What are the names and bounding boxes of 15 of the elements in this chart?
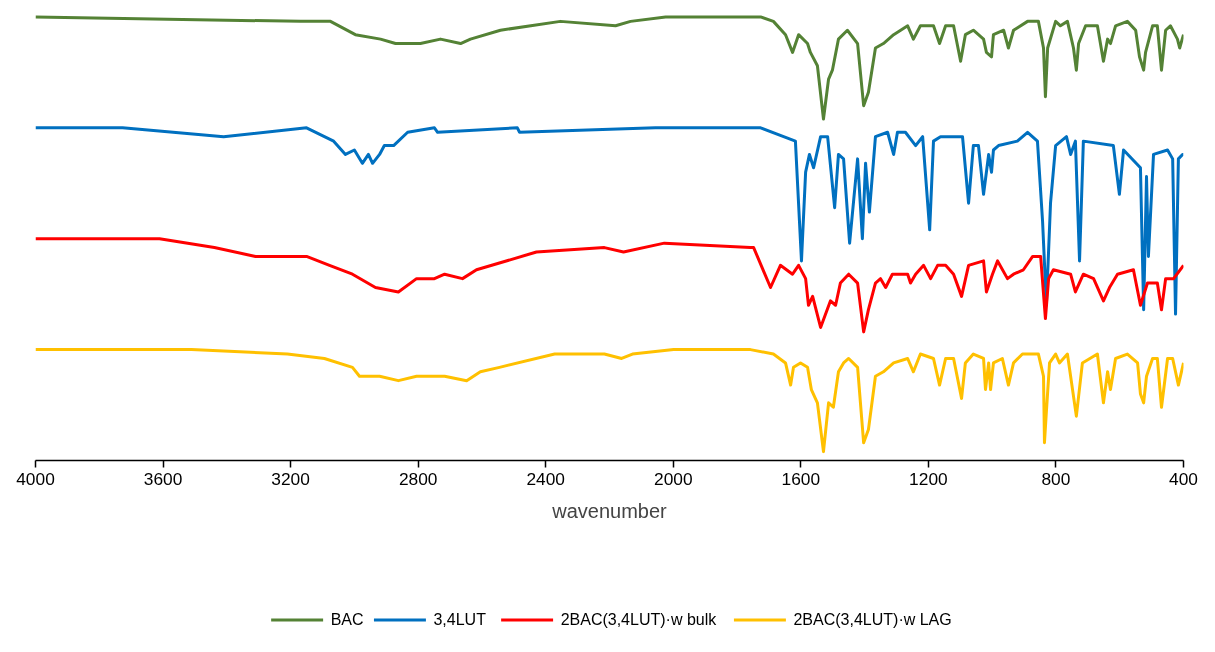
x-tick-label: 3200 <box>271 468 310 489</box>
x-tick-label: 2400 <box>526 468 566 489</box>
x-tick-label: 400 <box>1169 468 1198 489</box>
x-tick-label: 2000 <box>654 468 693 489</box>
legend-label: 2BAC(3,4LUT)·w bulk <box>560 611 718 629</box>
x-axis-title: wavenumber <box>551 499 668 522</box>
x-tick-label: 4000 <box>16 468 55 489</box>
x-tick-label: 3600 <box>143 468 183 489</box>
legend-label: BAC <box>330 611 364 629</box>
x-tick-label: 800 <box>1041 468 1071 489</box>
x-tick-label: 1600 <box>781 468 821 489</box>
legend-label: 2BAC(3,4LUT)·w LAG <box>793 611 952 629</box>
x-tick-label: 1200 <box>909 468 948 489</box>
x-tick-label: 2800 <box>398 468 438 489</box>
legend-label: 3,4LUT <box>433 611 487 629</box>
